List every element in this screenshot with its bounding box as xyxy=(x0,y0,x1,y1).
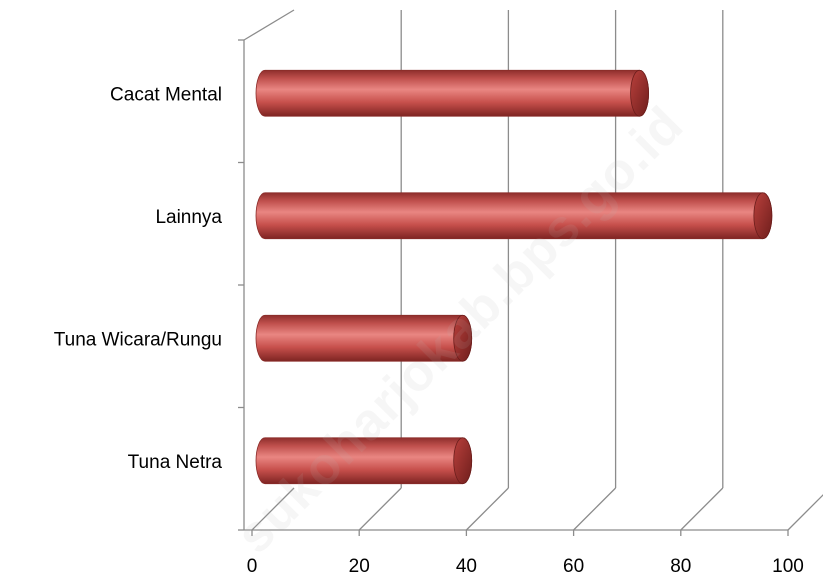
category-label: Cacat Mental xyxy=(110,84,222,105)
floor-gridline xyxy=(787,494,823,531)
floor-gridline xyxy=(358,487,402,531)
category-label: Tuna Wicara/Rungu xyxy=(54,329,222,350)
floor-gridline xyxy=(573,487,617,531)
bar-body xyxy=(255,69,649,117)
x-tick-label: 60 xyxy=(563,556,584,577)
bar-body xyxy=(255,314,473,362)
floor-gridline xyxy=(251,487,295,531)
x-tick-label: 100 xyxy=(772,556,804,577)
bar-cap xyxy=(753,192,773,240)
x-tick-label: 40 xyxy=(456,556,477,577)
category-label: Tuna Netra xyxy=(128,452,223,473)
x-tick-label: 20 xyxy=(349,556,370,577)
bar-cap xyxy=(453,314,473,362)
floor-gridline xyxy=(680,487,724,531)
bar-body xyxy=(255,192,773,240)
bar-tuna-netra xyxy=(255,437,473,485)
bar-cap xyxy=(630,69,649,117)
floor-gridline xyxy=(465,487,509,531)
bar-lainnya xyxy=(255,192,773,240)
bar-body xyxy=(255,437,473,485)
bar-tuna-wicara-rungu xyxy=(255,314,473,362)
x-tick-label: 80 xyxy=(670,556,691,577)
x-tick-label: 0 xyxy=(247,556,258,577)
bar-cacat-mental xyxy=(255,69,649,117)
side-wall-top-edge xyxy=(243,9,295,41)
bar-cap xyxy=(453,437,473,485)
category-label: Lainnya xyxy=(155,207,222,228)
